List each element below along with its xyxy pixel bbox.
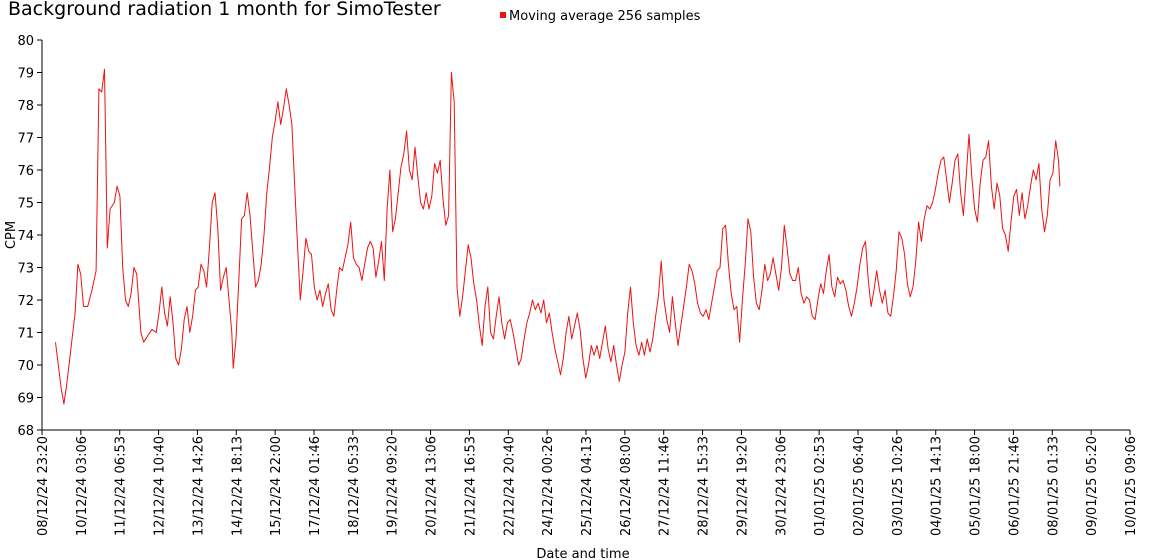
x-tick-label: 29/12/24 19:20 — [735, 436, 750, 536]
x-tick-label: 15/12/24 22:00 — [269, 436, 284, 536]
x-tick-label: 26/12/24 08:00 — [619, 436, 634, 536]
x-tick-label: 21/12/24 16:53 — [463, 436, 478, 536]
y-tick-label: 73 — [17, 262, 34, 277]
series-layer — [55, 68, 1061, 405]
x-tick-label: 25/12/24 04:13 — [580, 436, 595, 536]
x-tick-label: 22/12/24 20:40 — [502, 436, 517, 536]
x-tick-label: 04/01/25 14:13 — [930, 436, 945, 536]
x-tick-label: 19/12/24 09:20 — [386, 436, 401, 536]
x-tick-label: 01/01/25 02:53 — [813, 436, 828, 536]
y-tick-label: 79 — [17, 67, 34, 82]
legend-swatch — [500, 12, 506, 18]
x-tick-label: 05/01/25 18:00 — [969, 436, 984, 536]
y-tick-label: 75 — [17, 197, 34, 212]
y-axis-label: CPM — [4, 221, 19, 249]
x-tick-label: 14/12/24 18:13 — [230, 436, 245, 536]
x-tick-label: 20/12/24 13:06 — [425, 436, 440, 536]
x-tick-label: 28/12/24 15:33 — [697, 436, 712, 536]
y-tick-label: 69 — [17, 392, 34, 407]
legend-label: Moving average 256 samples — [509, 9, 701, 24]
series-line — [55, 68, 1061, 405]
x-tick-label: 30/12/24 23:06 — [774, 436, 789, 536]
x-tick-label: 13/12/24 14:26 — [191, 436, 206, 536]
x-axis: 08/12/24 23:20 10/12/24 03:06 11/12/24 06:… — [36, 429, 1139, 536]
x-tick-label: 11/12/24 06:53 — [114, 436, 129, 536]
x-tick-label: 02/01/25 06:40 — [852, 436, 867, 536]
x-tick-label: 10/12/24 03:06 — [75, 436, 90, 536]
x-tick-label: 08/01/25 01:33 — [1046, 436, 1061, 536]
x-axis-label: Date and time — [536, 547, 629, 560]
legend: Moving average 256 samples — [500, 9, 700, 24]
y-tick-label: 71 — [17, 327, 34, 342]
y-tick-label: 68 — [17, 424, 34, 439]
y-tick-label: 70 — [17, 359, 34, 374]
x-tick-label: 18/12/24 05:33 — [347, 436, 362, 536]
x-tick-label: 27/12/24 11:46 — [658, 436, 673, 536]
x-tick-label: 17/12/24 01:46 — [308, 436, 323, 536]
x-tick-label: 06/01/25 21:46 — [1007, 436, 1022, 536]
x-tick-label: 03/01/25 10:26 — [891, 436, 906, 536]
y-tick-label: 78 — [17, 99, 34, 114]
y-tick-label: 76 — [17, 164, 34, 179]
chart-title: Background radiation 1 month for SimoTes… — [8, 0, 441, 20]
x-tick-label: 24/12/24 00:26 — [541, 436, 556, 536]
y-axis: 68 69 70 71 72 73 74 75 76 77 78 79 80 — [17, 34, 43, 439]
y-tick-label: 72 — [17, 294, 34, 309]
x-tick-label: 10/01/25 09:06 — [1124, 436, 1139, 536]
x-tick-label: 12/12/24 10:40 — [153, 436, 168, 536]
x-tick-label: 09/01/25 05:20 — [1085, 436, 1100, 536]
y-tick-label: 77 — [17, 132, 34, 147]
x-tick-label: 08/12/24 23:20 — [36, 436, 51, 536]
y-tick-label: 74 — [17, 229, 34, 244]
y-tick-label: 80 — [17, 34, 34, 49]
